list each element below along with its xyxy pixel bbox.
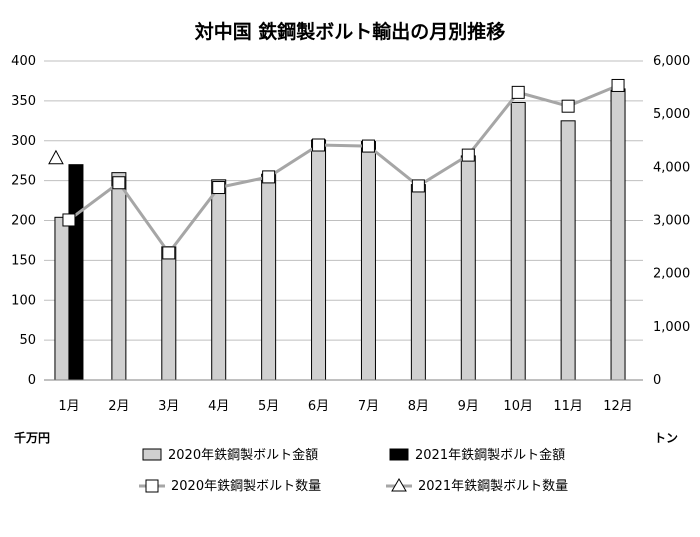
left-axis-unit: 千万円	[14, 430, 50, 445]
bar	[610, 88, 626, 381]
data-point-square	[561, 99, 575, 113]
left-tick-label: 150	[11, 253, 36, 268]
series-line	[68, 84, 619, 256]
data-point-triangle	[48, 149, 64, 165]
data-point-square	[112, 176, 126, 190]
legend-label: 2021年鉄鋼製ボルト数量	[418, 479, 568, 494]
x-tick-label: 3月	[158, 399, 179, 414]
legend-label: 2021年鉄鋼製ボルト金額	[415, 447, 565, 463]
data-point-square	[62, 213, 76, 227]
legend-label: 2020年鉄鋼製ボルト金額	[168, 447, 318, 463]
bar	[261, 173, 277, 381]
bar	[54, 216, 70, 381]
lines	[48, 78, 625, 260]
x-tick-label: 4月	[208, 399, 229, 414]
data-point-square	[312, 138, 326, 152]
bar	[560, 120, 576, 381]
data-point-square	[411, 179, 425, 193]
bar	[68, 164, 84, 381]
data-point-square	[162, 246, 176, 260]
chart-title: 対中国 鉄鋼製ボルト輸出の月別推移	[194, 20, 506, 43]
right-tick-label: 4,000	[653, 160, 690, 175]
data-point-square	[461, 148, 475, 162]
bar	[360, 141, 376, 381]
data-point-square	[262, 170, 276, 184]
bars	[54, 88, 626, 381]
right-tick-label: 0	[653, 373, 661, 388]
legend: 2020年鉄鋼製ボルト金額 2021年鉄鋼製ボルト金額 2020年鉄鋼製ボルト数量 2…	[139, 447, 568, 494]
left-tick-label: 250	[11, 174, 36, 189]
x-tick-label: 11月	[553, 399, 583, 414]
bar	[211, 179, 227, 381]
legend-label: 2020年鉄鋼製ボルト数量	[171, 479, 321, 494]
bar	[111, 172, 127, 381]
x-tick-label: 7月	[358, 399, 379, 414]
left-tick-label: 50	[19, 333, 36, 348]
bar	[460, 155, 476, 381]
left-tick-label: 100	[11, 293, 36, 308]
right-tick-label: 5,000	[653, 107, 690, 122]
left-tick-label: 200	[11, 214, 36, 229]
bar	[161, 246, 177, 381]
right-tick-label: 1,000	[653, 320, 690, 335]
x-tick-label: 8月	[408, 399, 429, 414]
right-tick-label: 3,000	[653, 214, 690, 229]
legend-swatch	[389, 448, 409, 461]
data-point-square	[361, 139, 375, 153]
bar	[311, 139, 327, 381]
x-tick-label: 1月	[58, 399, 79, 414]
data-point-square	[212, 181, 226, 195]
legend-marker-square	[145, 479, 159, 493]
x-tick-label: 6月	[308, 399, 329, 414]
right-tick-label: 6,000	[653, 54, 690, 69]
data-point-square	[611, 78, 625, 92]
left-tick-label: 350	[11, 94, 36, 109]
data-point-square	[511, 85, 525, 99]
bar	[510, 101, 526, 381]
left-tick-label: 400	[11, 54, 36, 69]
bar	[410, 184, 426, 381]
x-tick-label: 9月	[458, 399, 479, 414]
axes: 0 50 100 150 200 250 300 350 400 0 1,000 2,000 3,000…	[11, 54, 690, 414]
x-tick-label: 12月	[603, 399, 633, 414]
x-tick-label: 2月	[108, 399, 129, 414]
x-tick-label: 5月	[258, 399, 279, 414]
legend-swatch	[142, 448, 162, 461]
right-axis-unit: トン	[654, 431, 678, 445]
legend-marker-triangle	[391, 478, 407, 492]
left-tick-label: 300	[11, 134, 36, 149]
right-tick-label: 2,000	[653, 267, 690, 282]
left-tick-label: 0	[28, 373, 36, 388]
x-tick-label: 10月	[503, 399, 533, 414]
gridlines	[44, 60, 643, 381]
